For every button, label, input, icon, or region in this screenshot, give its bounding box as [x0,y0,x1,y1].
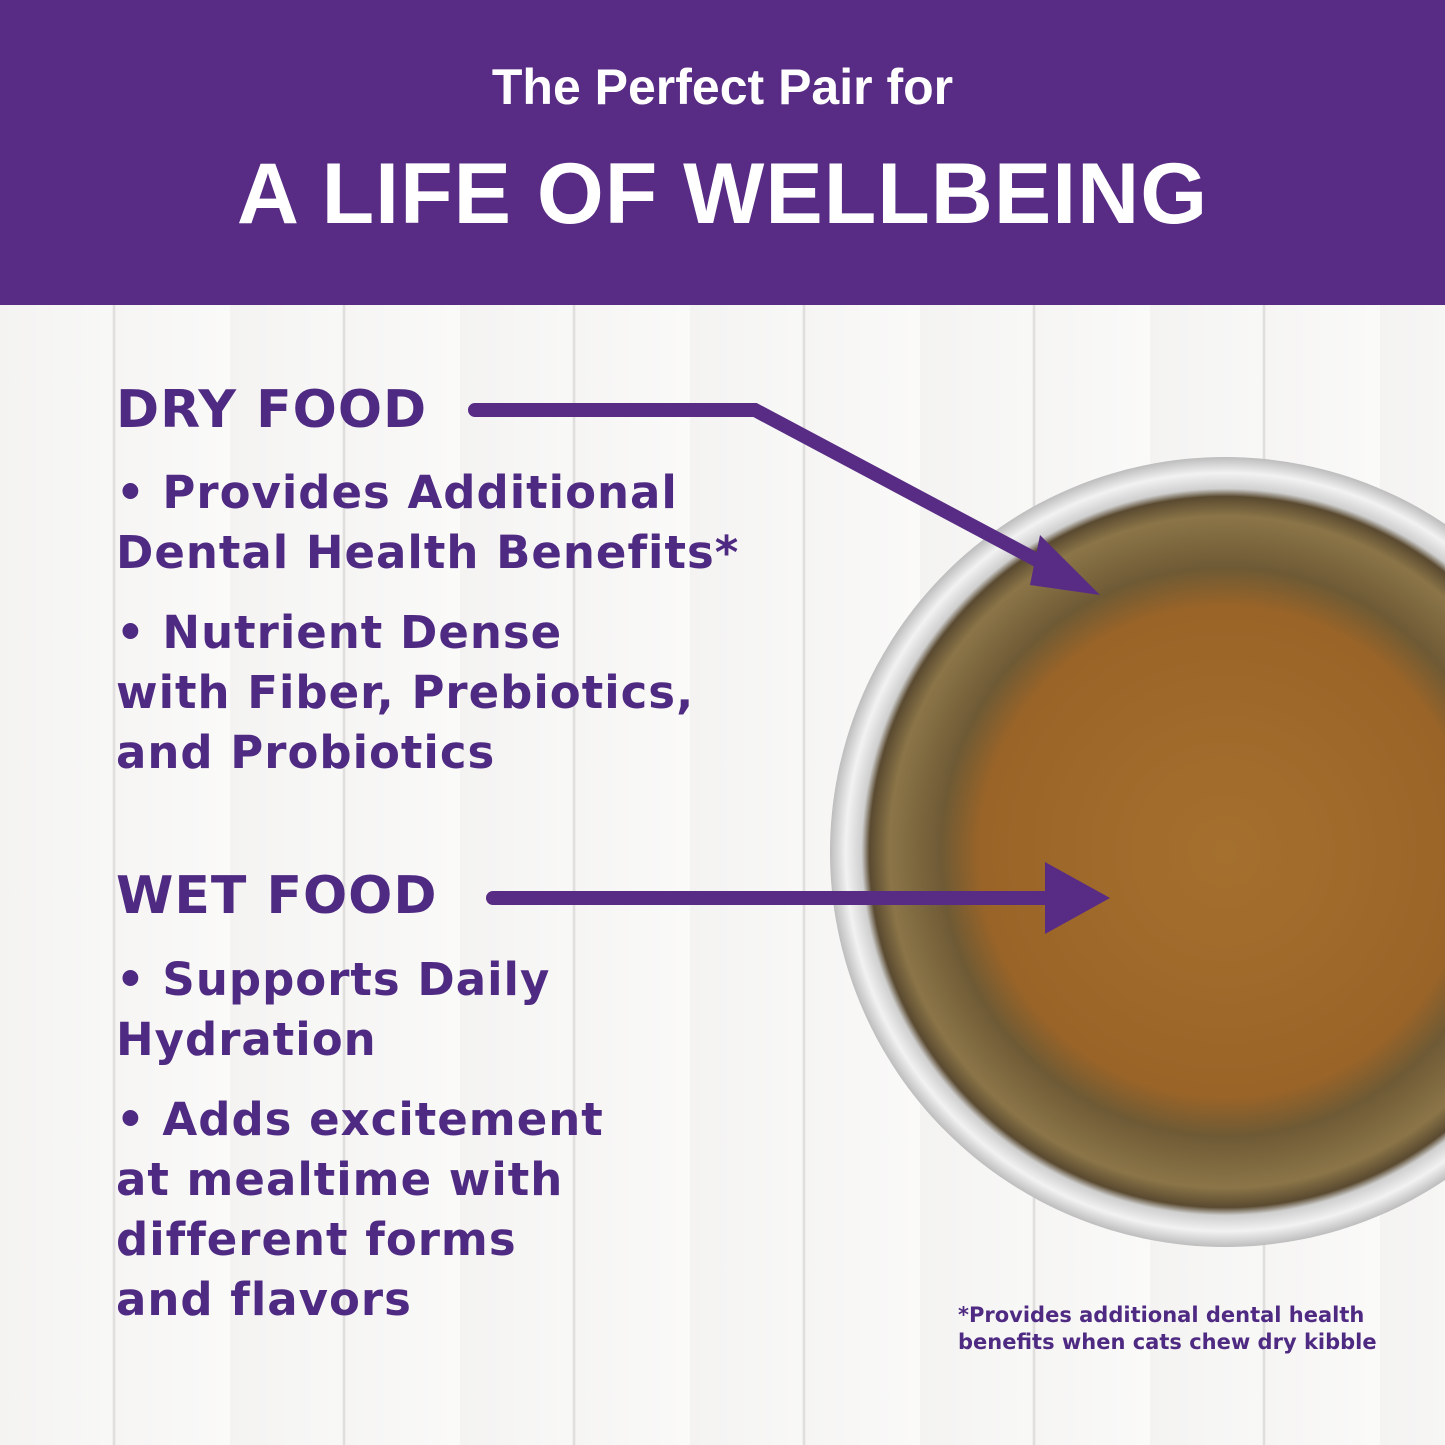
wet-food-heading: WET FOOD [116,866,438,926]
wet-food-arrow [486,862,1110,934]
wet-food-bullet: at mealtime with [116,1153,564,1206]
footnote: *Provides additional dental health benef… [958,1302,1377,1356]
header-title: A LIFE OF WELLBEING [236,146,1209,242]
footnote-line: benefits when cats chew dry kibble [958,1330,1377,1354]
food-bowl-image [830,457,1445,1247]
wet-food-bullet: • Supports Daily [116,953,551,1006]
dry-food-heading: DRY FOOD [116,380,428,440]
dry-food-bullet: and Probiotics [116,726,496,779]
wet-food-bullet: Hydration [116,1013,377,1066]
wet-food-bullet: different forms [116,1213,517,1266]
dry-food-bullet: with Fiber, Prebiotics, [116,666,695,719]
header-subtitle: The Perfect Pair for [491,59,954,115]
dry-food-bullet: • Nutrient Dense [116,606,563,659]
dry-food-bullet: • Provides Additional [116,466,678,519]
dry-food-arrow [468,403,1100,595]
footnote-line: *Provides additional dental health [958,1303,1365,1327]
wet-food-bullet: • Adds excitement [116,1093,604,1146]
header-banner: The Perfect Pair for A LIFE OF WELLBEING [0,0,1445,305]
wet-food-bullet: and flavors [116,1273,412,1326]
dry-food-bullet: Dental Health Benefits* [116,526,740,579]
